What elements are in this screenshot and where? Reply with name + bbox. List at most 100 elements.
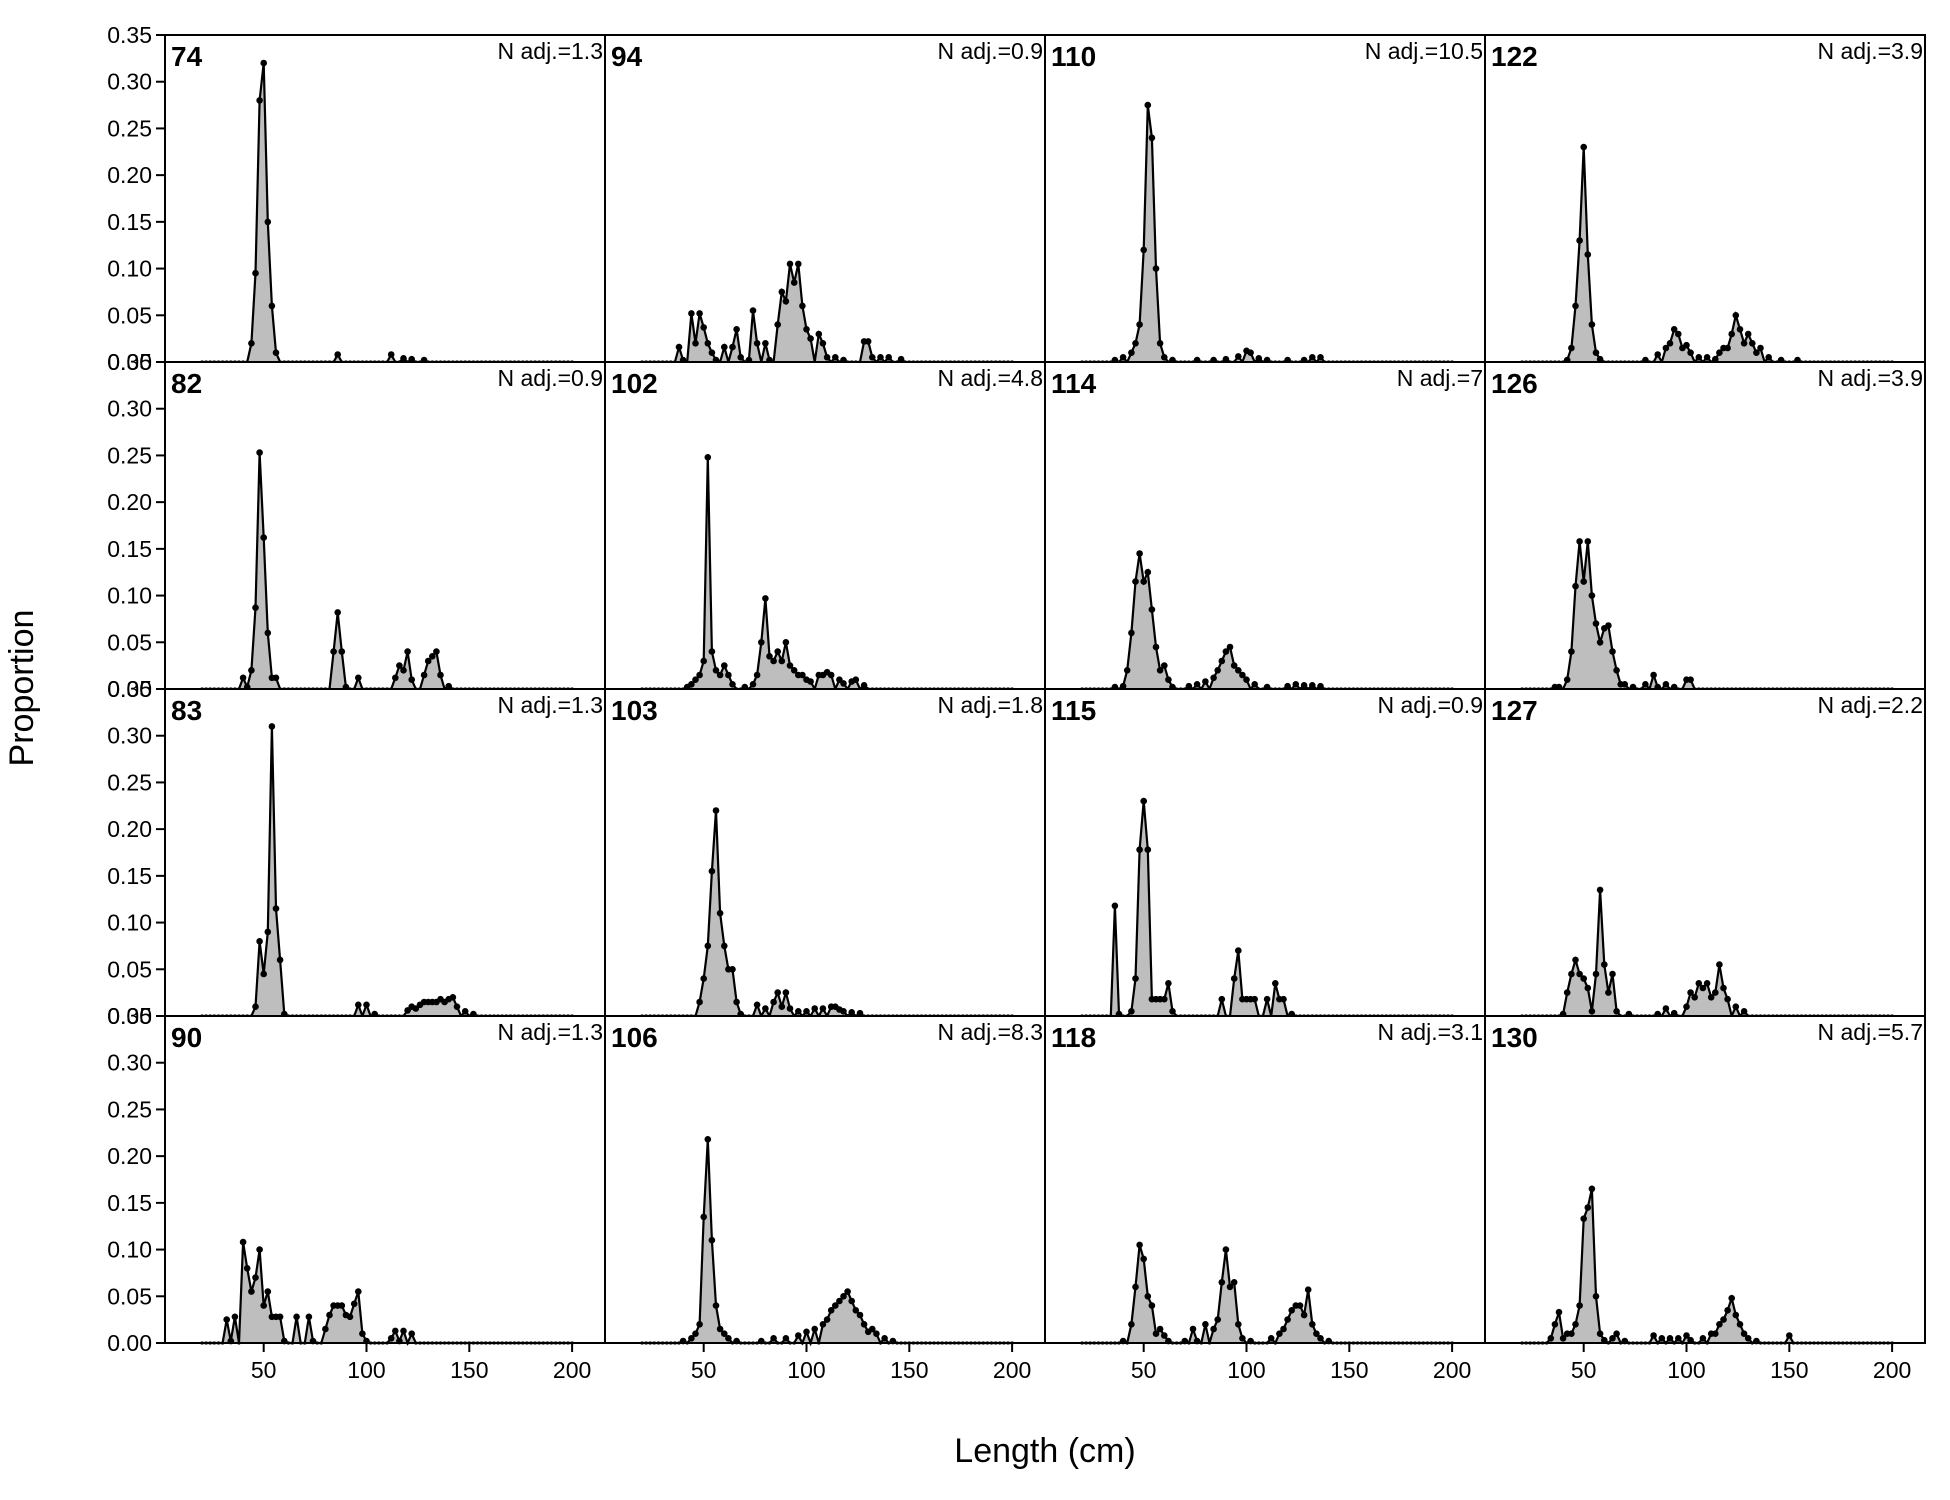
data-point <box>1144 101 1152 109</box>
data-point <box>1214 1316 1221 1323</box>
data-point <box>1136 846 1143 853</box>
data-point <box>1161 1332 1168 1339</box>
panel-background <box>165 689 605 1016</box>
data-point <box>864 338 872 345</box>
data-point <box>1235 667 1242 674</box>
panel-title: 118 <box>1051 1022 1096 1053</box>
data-point <box>848 1009 855 1016</box>
data-point <box>1675 330 1682 338</box>
data-point <box>338 1302 346 1309</box>
data-point <box>807 335 814 342</box>
data-point <box>1576 237 1583 244</box>
data-point <box>803 326 810 333</box>
panel-n-adj: N adj.=0.9 <box>498 365 604 391</box>
data-point <box>1263 995 1271 1003</box>
data-point <box>400 1327 407 1335</box>
data-point <box>700 1213 707 1221</box>
data-point <box>1563 676 1571 683</box>
data-point <box>400 355 407 362</box>
data-point <box>264 1288 272 1295</box>
data-point <box>786 1005 794 1012</box>
panel-background <box>165 1016 605 1343</box>
data-point <box>1547 1335 1555 1342</box>
y-tick-label: 0.05 <box>107 302 152 328</box>
data-point <box>1572 956 1579 964</box>
data-point <box>346 1313 354 1321</box>
panel-title: 74 <box>171 41 203 72</box>
data-point <box>688 310 695 317</box>
panel-title: 130 <box>1491 1022 1538 1053</box>
y-tick-label: 0.20 <box>107 1143 152 1169</box>
data-point <box>453 1003 461 1010</box>
panel-n-adj: N adj.=1.3 <box>498 38 604 64</box>
data-point <box>252 1274 259 1281</box>
panel-title: 102 <box>611 368 658 399</box>
data-point <box>1732 1311 1740 1319</box>
data-point <box>848 1297 855 1305</box>
data-point <box>429 653 436 660</box>
data-point <box>819 1005 827 1012</box>
distribution-area <box>642 810 1013 1016</box>
panel-94: 94 N adj.=0.9 <box>604 34 1046 367</box>
y-tick-label: 0.10 <box>107 910 152 936</box>
data-point <box>860 682 868 689</box>
data-point <box>276 956 284 964</box>
data-point <box>1210 1325 1217 1333</box>
panel-title: 106 <box>611 1022 658 1053</box>
panel-title: 110 <box>1051 41 1096 72</box>
data-point <box>260 534 268 541</box>
y-tick-label: 0.35 <box>107 1003 152 1029</box>
data-point <box>420 671 428 679</box>
data-point <box>1687 349 1694 357</box>
data-point <box>832 354 839 361</box>
panel-130: 130 N adj.=5.7 <box>1484 1015 1926 1346</box>
data-point <box>737 354 744 361</box>
panel-103: 103 N adj.=1.8 <box>604 688 1046 1019</box>
data-point <box>1128 629 1135 637</box>
data-point <box>696 998 703 1006</box>
data-point <box>700 657 707 665</box>
data-point <box>396 662 403 669</box>
data-point <box>1235 353 1242 360</box>
data-point <box>1218 657 1226 665</box>
panel-background <box>1485 1016 1925 1343</box>
data-point <box>1592 1293 1600 1300</box>
data-point <box>696 1321 703 1328</box>
data-point <box>1703 354 1711 361</box>
y-tick-label: 0.35 <box>107 22 152 48</box>
data-point <box>1218 995 1226 1003</box>
y-tick-label: 0.15 <box>107 209 152 235</box>
data-point <box>716 671 724 679</box>
data-point <box>223 1316 230 1323</box>
data-point <box>1317 1335 1324 1342</box>
data-point <box>1132 1283 1139 1291</box>
data-point <box>1568 1330 1575 1337</box>
data-point <box>877 354 884 361</box>
data-point <box>1786 1332 1793 1339</box>
panel-127: 127 N adj.=2.2 <box>1484 688 1926 1020</box>
data-point <box>1732 312 1740 319</box>
data-point <box>1161 354 1168 361</box>
data-point <box>1280 1325 1287 1333</box>
data-point <box>1156 1325 1164 1333</box>
panel-n-adj: N adj.=3.9 <box>1818 365 1924 391</box>
data-point <box>749 307 757 314</box>
data-point <box>1226 1283 1234 1291</box>
x-tick-label: 100 <box>1227 1357 1265 1383</box>
data-point <box>840 1008 847 1015</box>
data-point <box>1563 989 1571 996</box>
data-point <box>819 340 827 347</box>
data-point <box>1596 355 1604 363</box>
data-point <box>869 1325 876 1333</box>
data-point <box>782 1335 790 1342</box>
data-point <box>1662 681 1670 688</box>
data-point <box>1222 648 1230 655</box>
data-point <box>387 351 395 358</box>
data-point <box>786 662 794 669</box>
data-point <box>1744 330 1752 338</box>
data-point <box>1584 1204 1592 1211</box>
data-point <box>1111 902 1119 910</box>
data-point <box>795 1008 802 1015</box>
data-point <box>1193 681 1201 688</box>
data-point <box>1288 1307 1295 1314</box>
